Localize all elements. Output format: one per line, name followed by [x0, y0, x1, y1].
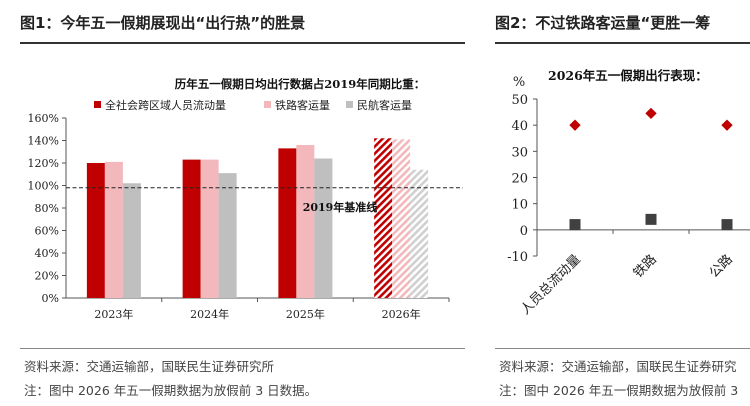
figure1-note: 注：图中 2026 年五一假期数据为放假前 3 日数据。 — [24, 383, 318, 398]
bar — [104, 161, 123, 298]
chart1-legend: 全社会跨区域人员流动量 铁路客运量 民航客运量 — [94, 98, 412, 112]
x-tick-label: 2025年 — [286, 307, 325, 321]
x-tick-label: 2026年 — [382, 307, 421, 321]
x-tick-label: 铁路 — [630, 251, 660, 281]
y-tick-label: 30 — [511, 145, 528, 160]
figure1-footer-rule — [20, 348, 465, 349]
figure1-title-rule — [20, 42, 465, 44]
bar — [278, 148, 297, 298]
chart1-bar-chart: 历年五一假期日均出行数据占2019年同期比重： 全社会跨区域人员流动量 铁路客运量… — [28, 77, 463, 321]
figure2-source: 资料来源：交通运输部，国联民生证券研究 — [499, 359, 737, 374]
y-tick-label: 80% — [35, 202, 59, 215]
x-tick-label: 公路 — [706, 251, 736, 281]
legend-label: 全社会跨区域人员流动量 — [105, 98, 226, 112]
chart2-y-axis-label: % — [513, 75, 525, 90]
x-tick-label: 2023年 — [94, 307, 133, 321]
y-tick-label: 160% — [28, 112, 59, 125]
bar — [200, 159, 219, 298]
chart2-scatter-chart: 2026年五一假期出行表现： % -1001020304050人员总流动量 铁路公… — [507, 68, 750, 318]
chart1-baseline: 2019年基准线 — [66, 187, 463, 214]
y-tick-label: 60% — [35, 225, 59, 238]
y-tick-label: 50 — [511, 93, 528, 108]
baseline-label: 2019年基准线 — [303, 200, 378, 214]
x-tick-label: 2024年 — [190, 307, 229, 321]
figure1-source: 资料来源：交通运输部，国联民生证券研究所 — [24, 359, 275, 374]
chart1-axes: 0% 20% 40% 60% 80% 100% 120% 140% 160% 2023年 2024年… — [28, 112, 450, 321]
chart2-title: 2026年五一假期出行表现： — [548, 68, 708, 83]
chart2-points — [569, 107, 733, 231]
figure2-title: 图2：不过铁路客运量“更胜一筹 — [495, 14, 711, 32]
y-tick-label: 100% — [28, 180, 59, 193]
bar — [86, 163, 105, 298]
bar — [182, 159, 201, 298]
y-tick-label: 0 — [520, 224, 528, 239]
bar — [374, 138, 393, 298]
y-tick-label: 20% — [35, 270, 59, 283]
chart1-bars — [86, 138, 429, 298]
figure2-footer: 资料来源：交通运输部，国联民生证券研究 注：图中 2026 年五一假期数据为放假… — [499, 350, 750, 400]
y-tick-label: 20 — [511, 172, 528, 187]
figure2-note: 注：图中 2026 年五一假期数据为放假前 3 — [499, 383, 739, 398]
bar — [392, 139, 411, 298]
y-tick-label: 120% — [28, 157, 59, 170]
legend-label: 铁路客运量 — [275, 98, 330, 112]
figure2-header: 图2：不过铁路客运量“更胜一筹 — [495, 0, 750, 46]
y-tick-label: 140% — [28, 135, 59, 148]
y-tick-label: -10 — [507, 250, 528, 265]
bar — [314, 158, 333, 298]
y-tick-label: 40% — [35, 247, 59, 260]
legend-label: 民航客运量 — [357, 98, 412, 112]
legend-swatch — [346, 101, 353, 108]
y-tick-label: 0% — [42, 292, 59, 305]
bar — [296, 145, 315, 298]
y-tick-label: 40 — [511, 119, 528, 134]
chart1-title: 历年五一假期日均出行数据占2019年同期比重： — [175, 77, 426, 91]
figure1-title: 图1：今年五一假期展现出“出行热”的胜景 — [20, 14, 306, 32]
bar — [218, 173, 237, 298]
legend-swatch — [264, 101, 271, 108]
bar — [122, 183, 141, 298]
point-historical — [721, 219, 733, 231]
figure2-footer-rule — [495, 348, 750, 349]
figure1-header: 图1：今年五一假期展现出“出行热”的胜景 — [20, 0, 465, 46]
legend-swatch — [94, 101, 101, 108]
point-historical — [645, 213, 657, 225]
point-2026 — [569, 119, 581, 131]
bar — [410, 169, 429, 298]
point-2026 — [721, 119, 733, 131]
point-historical — [569, 219, 581, 231]
y-tick-label: 10 — [511, 198, 528, 213]
point-2026 — [645, 107, 657, 120]
figure2-title-rule — [495, 42, 750, 44]
